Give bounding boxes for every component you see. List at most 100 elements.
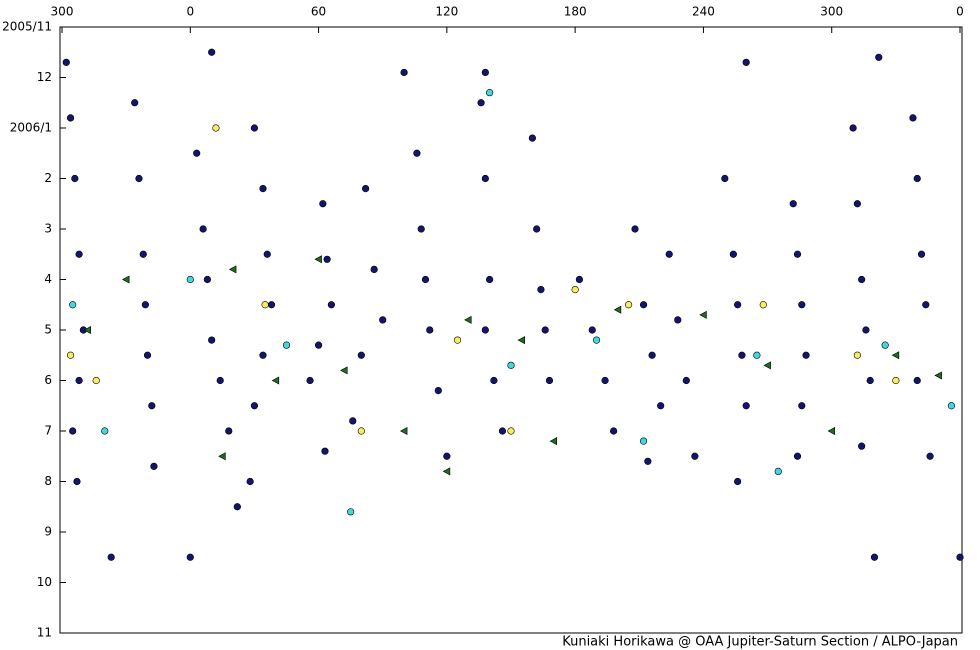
point bbox=[141, 301, 149, 309]
point bbox=[639, 301, 648, 309]
point bbox=[507, 361, 515, 369]
point bbox=[644, 457, 652, 465]
point bbox=[135, 174, 143, 183]
point bbox=[314, 341, 323, 349]
y-tick-label: 4 bbox=[44, 272, 52, 286]
point bbox=[481, 326, 489, 334]
point bbox=[267, 301, 276, 309]
point bbox=[327, 301, 336, 309]
x-tick-label: 0 bbox=[956, 5, 964, 19]
point bbox=[734, 477, 742, 486]
point bbox=[347, 508, 355, 516]
point bbox=[917, 250, 926, 258]
point bbox=[729, 250, 737, 258]
point bbox=[774, 467, 782, 476]
point bbox=[321, 447, 329, 455]
point bbox=[881, 341, 889, 349]
point bbox=[853, 200, 861, 208]
point bbox=[421, 275, 430, 284]
point bbox=[228, 265, 237, 274]
point bbox=[186, 553, 194, 561]
point bbox=[798, 402, 806, 410]
point bbox=[624, 301, 633, 309]
point bbox=[517, 336, 525, 345]
point bbox=[357, 427, 365, 435]
point bbox=[858, 442, 866, 450]
point bbox=[199, 225, 207, 233]
point bbox=[282, 341, 291, 349]
point bbox=[862, 326, 870, 334]
point bbox=[827, 426, 836, 436]
point bbox=[849, 124, 857, 132]
point bbox=[657, 402, 665, 410]
y-tick-label: 5 bbox=[44, 323, 52, 337]
point bbox=[417, 225, 425, 233]
point bbox=[858, 275, 866, 284]
point bbox=[528, 134, 536, 142]
point bbox=[306, 376, 314, 385]
point bbox=[802, 351, 810, 359]
point bbox=[413, 149, 421, 157]
point bbox=[66, 351, 75, 359]
point bbox=[139, 250, 147, 258]
point bbox=[208, 48, 216, 56]
point bbox=[575, 275, 584, 284]
point bbox=[271, 376, 280, 385]
point bbox=[216, 376, 224, 385]
point bbox=[789, 200, 797, 208]
point bbox=[225, 427, 233, 435]
point bbox=[66, 114, 75, 122]
point bbox=[131, 99, 139, 107]
point bbox=[62, 58, 70, 66]
point bbox=[793, 250, 802, 258]
point bbox=[443, 452, 451, 460]
y-tick-label: 2005/11 bbox=[2, 20, 52, 34]
point bbox=[913, 376, 921, 385]
point bbox=[453, 336, 462, 344]
point bbox=[665, 250, 673, 258]
point bbox=[73, 477, 81, 486]
point bbox=[434, 387, 442, 395]
point bbox=[92, 376, 100, 385]
point bbox=[75, 376, 83, 385]
point bbox=[541, 326, 549, 334]
point bbox=[263, 250, 271, 258]
point bbox=[742, 58, 750, 66]
x-tick-label: 60 bbox=[311, 5, 326, 19]
point bbox=[601, 376, 609, 385]
point bbox=[193, 149, 201, 157]
x-tick-label: 180 bbox=[564, 5, 587, 19]
point bbox=[537, 286, 545, 294]
point bbox=[362, 185, 370, 193]
point bbox=[533, 225, 541, 233]
point bbox=[75, 250, 83, 258]
point bbox=[442, 467, 451, 476]
point bbox=[610, 427, 618, 435]
point bbox=[250, 402, 259, 410]
point bbox=[734, 301, 742, 309]
x-tick-label: 240 bbox=[692, 5, 715, 19]
point bbox=[721, 174, 729, 183]
point bbox=[956, 553, 964, 561]
point bbox=[186, 275, 194, 284]
credit: Kuniaki Horikawa @ OAA Jupiter-Saturn Se… bbox=[562, 635, 958, 650]
y-tick-label: 12 bbox=[37, 70, 52, 84]
point bbox=[759, 301, 767, 309]
point bbox=[866, 376, 874, 385]
point bbox=[592, 336, 601, 344]
point bbox=[571, 286, 579, 294]
y-tick-label: 10 bbox=[37, 575, 52, 589]
y-tick-label: 7 bbox=[44, 424, 52, 438]
point bbox=[426, 326, 434, 334]
point bbox=[486, 89, 494, 97]
point bbox=[69, 301, 77, 309]
point bbox=[481, 68, 489, 77]
point bbox=[314, 255, 322, 264]
point bbox=[400, 68, 408, 77]
point bbox=[233, 503, 241, 511]
point bbox=[674, 316, 682, 324]
point bbox=[738, 351, 746, 359]
point bbox=[101, 427, 109, 435]
point bbox=[259, 351, 267, 359]
